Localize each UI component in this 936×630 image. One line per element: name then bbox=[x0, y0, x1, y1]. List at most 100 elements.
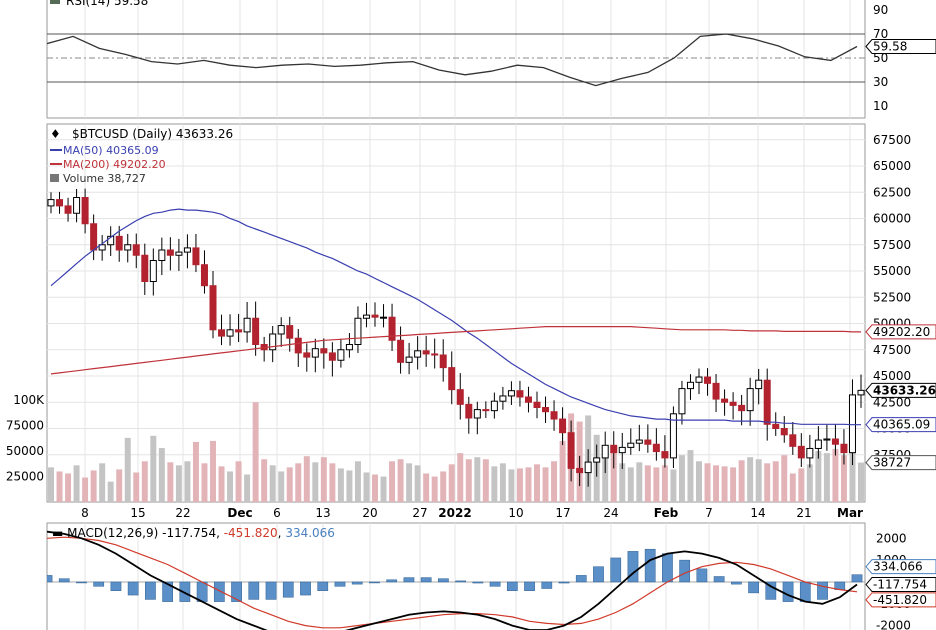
volume-bar bbox=[73, 465, 80, 502]
volume-bar bbox=[798, 468, 805, 502]
volume-bar bbox=[755, 459, 762, 502]
candle-up bbox=[362, 314, 370, 319]
price-axis-tick-label: 60000 bbox=[873, 212, 911, 226]
volume-bar bbox=[354, 461, 361, 502]
volume-bar bbox=[320, 457, 327, 502]
volume-value-tag-box bbox=[865, 455, 936, 471]
price-axis-tick-label: 65000 bbox=[873, 159, 911, 173]
candle-down bbox=[448, 367, 456, 391]
candle-down bbox=[56, 199, 64, 207]
macd-histogram-bar bbox=[730, 581, 742, 585]
candle-down bbox=[294, 337, 302, 354]
macd-hist-value-tag: 334.066 bbox=[873, 560, 923, 574]
x-axis-tick-label: 2022 bbox=[438, 506, 471, 520]
volume-bar bbox=[738, 460, 745, 502]
price-title-icon: ♦ bbox=[50, 127, 61, 141]
rsi-line bbox=[47, 33, 858, 87]
volume-bar bbox=[261, 459, 268, 502]
candle-up bbox=[507, 390, 515, 397]
candle-up bbox=[848, 394, 856, 454]
candle-down bbox=[328, 352, 336, 361]
x-axis-tick-label: 17 bbox=[555, 506, 570, 520]
rsi-value-tag-box bbox=[865, 39, 936, 55]
rsi-axis-tick-label: 30 bbox=[873, 75, 888, 89]
ma200-value-tag: 49202.20 bbox=[873, 325, 930, 339]
volume-bar bbox=[329, 463, 336, 502]
last-price-tag: 43633.26 bbox=[873, 383, 936, 397]
candle-up bbox=[857, 389, 865, 396]
volume-bar bbox=[414, 465, 421, 502]
volume-bar bbox=[389, 461, 396, 502]
candle-down bbox=[132, 244, 140, 256]
macd-histogram-bar bbox=[300, 581, 311, 596]
volume-bar bbox=[815, 451, 822, 502]
candle-down bbox=[371, 314, 379, 318]
candle-up bbox=[814, 439, 822, 449]
candle-up bbox=[98, 244, 106, 251]
candle-down bbox=[115, 235, 123, 251]
macd-histogram-bar bbox=[93, 581, 105, 587]
price-axis-tick-label: 47500 bbox=[873, 343, 911, 357]
volume-bar bbox=[380, 476, 387, 502]
candle-up bbox=[158, 249, 166, 261]
candle-down bbox=[192, 247, 200, 266]
volume-axis-tick-label: 50000 bbox=[6, 444, 44, 458]
macd-histogram-bar bbox=[231, 581, 242, 602]
macd-histogram-bar bbox=[558, 581, 570, 584]
macd-title: ▬ MACD(12,26,9) -117.754, -451.820, 334.… bbox=[52, 526, 335, 540]
candle-down bbox=[610, 444, 618, 454]
candle-down bbox=[763, 379, 771, 425]
x-axis-tick-label: 14 bbox=[750, 506, 765, 520]
candle-up bbox=[277, 325, 285, 335]
price-axis-tick-label: 57500 bbox=[873, 238, 911, 252]
macd-histogram-bar bbox=[541, 581, 553, 589]
candle-up bbox=[499, 395, 507, 402]
candle-down bbox=[439, 354, 447, 369]
candle-up bbox=[686, 381, 694, 390]
volume-bar bbox=[337, 468, 344, 502]
macd-legend-signal: -451.820 bbox=[224, 526, 278, 540]
candle-down bbox=[166, 249, 174, 256]
volume-bar bbox=[346, 470, 353, 502]
volume-bar bbox=[840, 455, 847, 502]
rsi-value-tag: 59.58 bbox=[873, 40, 907, 54]
volume-bar bbox=[678, 455, 685, 502]
volume-bar bbox=[150, 435, 157, 502]
volume-bar bbox=[465, 459, 472, 502]
volume-bar bbox=[133, 472, 140, 502]
macd-signal-line bbox=[47, 536, 858, 629]
macd-value-tag: -117.754 bbox=[873, 578, 927, 592]
macd-histogram-bar bbox=[765, 581, 777, 600]
macd-histogram-bar bbox=[748, 581, 759, 594]
macd-histogram-bar bbox=[248, 581, 260, 600]
macd-axis-tick-label: 2000 bbox=[876, 531, 907, 545]
x-axis-tick-label: 7 bbox=[705, 506, 713, 520]
candle-up bbox=[473, 409, 481, 419]
volume-bar bbox=[636, 462, 643, 502]
macd-histogram-bar bbox=[713, 576, 725, 583]
ma200-legend: MA(200) 49202.20 bbox=[63, 158, 166, 171]
macd-axis-tick-label: -2000 bbox=[876, 619, 911, 630]
candle-down bbox=[90, 223, 98, 251]
rsi-title: RSI(14) 59.58 bbox=[66, 0, 148, 8]
volume-bar bbox=[201, 463, 208, 502]
volume-bar bbox=[406, 463, 413, 502]
candle-down bbox=[644, 439, 652, 445]
candle-down bbox=[721, 398, 729, 403]
candle-down bbox=[652, 443, 660, 453]
rsi-axis-tick-label: 90 bbox=[873, 3, 888, 17]
candle-down bbox=[422, 350, 430, 355]
candle-down bbox=[729, 401, 737, 406]
macd-histogram-bar bbox=[420, 577, 432, 583]
candle-up bbox=[124, 244, 132, 251]
volume-bar bbox=[499, 463, 506, 502]
macd-line bbox=[47, 530, 858, 630]
x-axis-tick-label: Mar bbox=[837, 506, 863, 520]
volume-bar bbox=[772, 461, 779, 502]
candle-down bbox=[840, 443, 848, 454]
volume-bar bbox=[781, 455, 788, 502]
volume-bar bbox=[610, 453, 617, 502]
grid-lines bbox=[47, 0, 865, 630]
volume-bar bbox=[65, 473, 72, 502]
